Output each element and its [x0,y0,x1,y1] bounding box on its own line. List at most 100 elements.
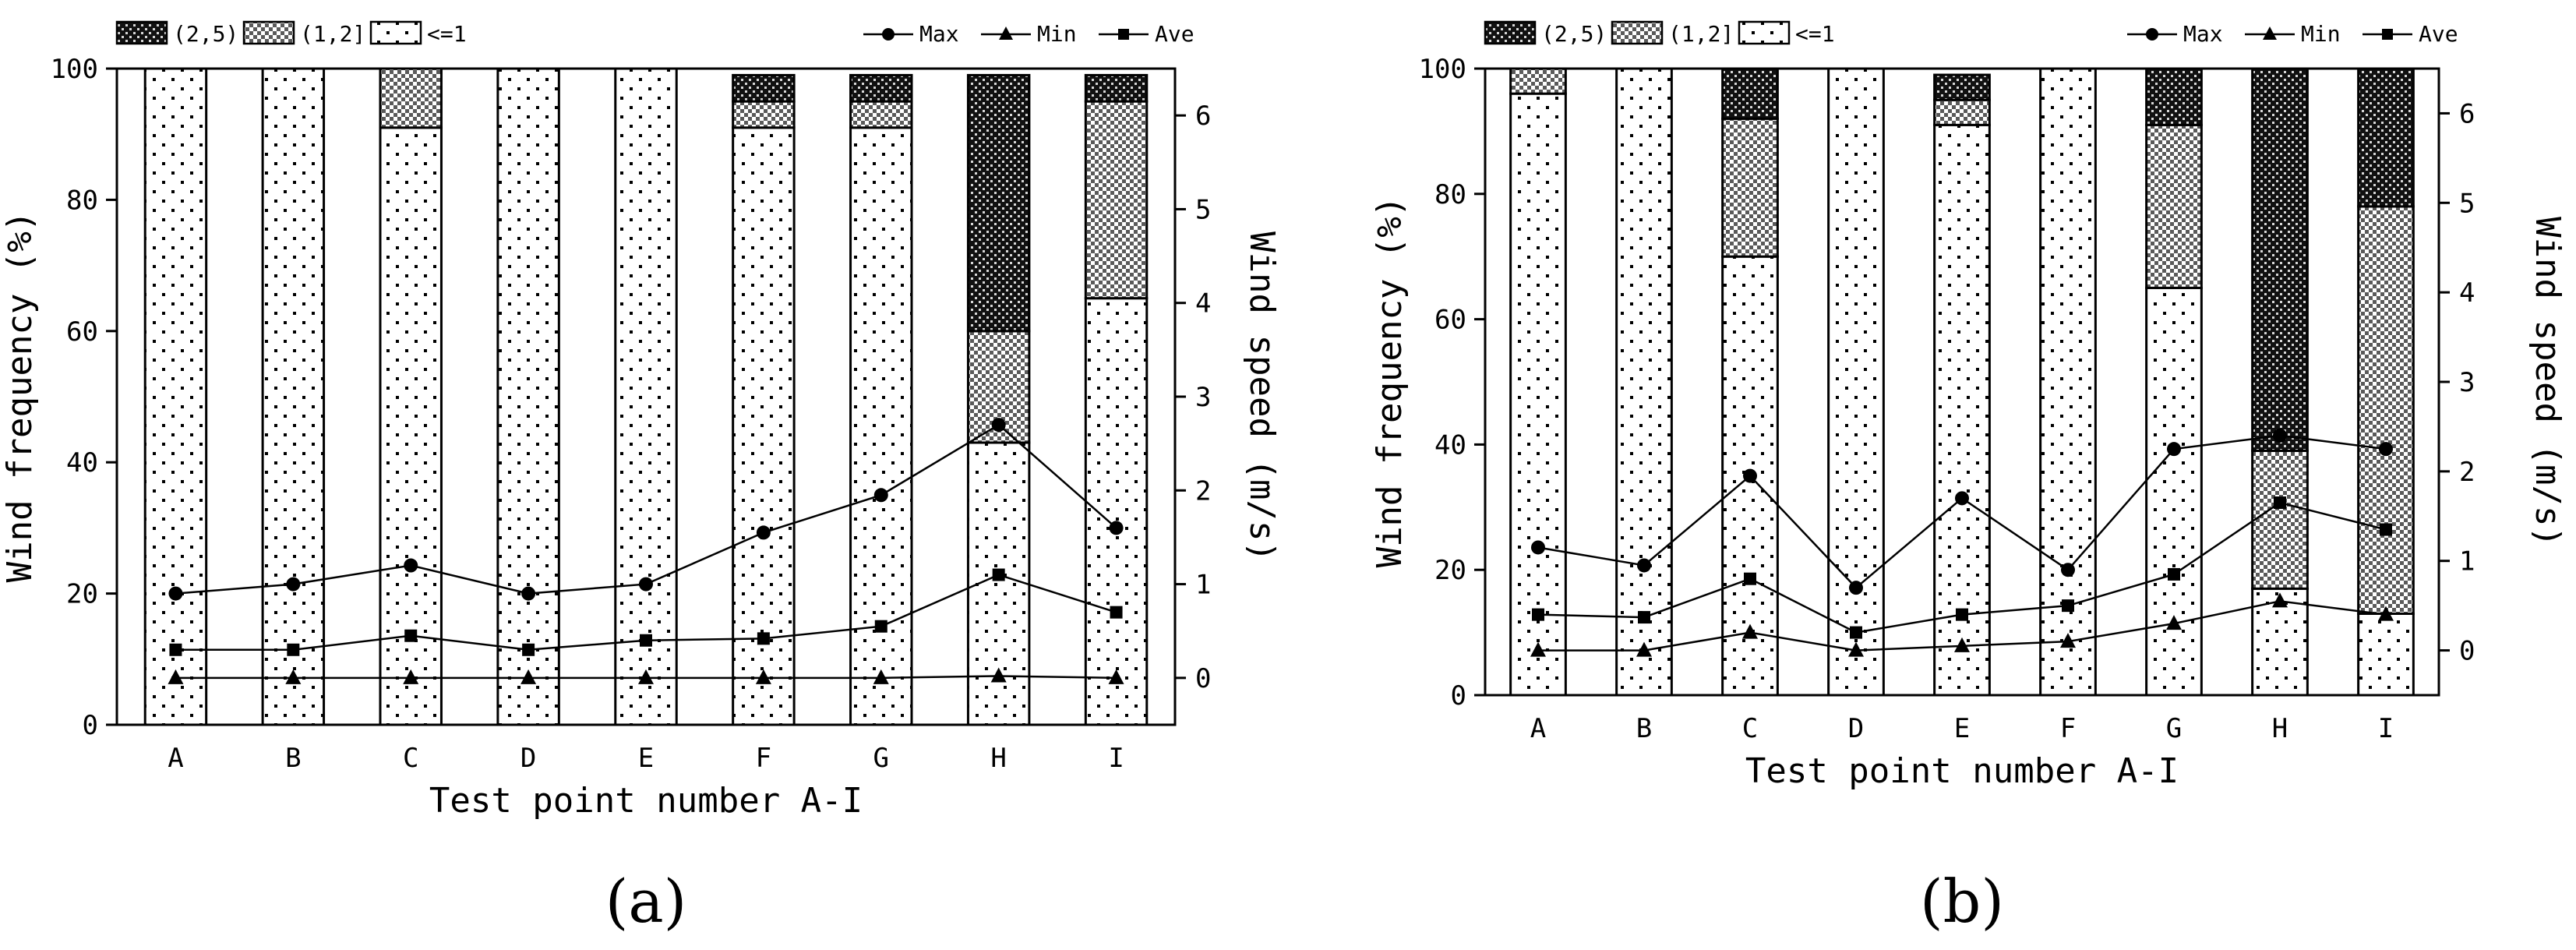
x-tick-label: E [1954,713,1970,744]
point-min-I [1108,669,1124,684]
point-max-B [286,577,301,592]
bar-G-(1,2] [849,100,913,129]
y2-tick-label: 3 [2459,367,2475,398]
y2-tick-label: 4 [1195,288,1211,320]
point-min-B [1636,641,1652,657]
bar-I-(1,2] [1084,100,1149,300]
point-ave-E [640,634,652,647]
y2-tick-label: 4 [2459,277,2475,309]
bar-D-<=1 [496,67,560,726]
y2-axis-title: Wind speed (m/s) [1242,231,1282,562]
bar-E-<=1 [1933,123,1991,697]
y-tick-label: 60 [66,316,98,348]
point-max-D [1849,581,1863,595]
point-min-H [990,667,1007,683]
legend-swatch [1484,20,1537,45]
bar-C-(1,2] [379,67,443,129]
legend-label: Min [2301,21,2341,47]
point-ave-A [169,643,182,656]
point-ave-F [2062,599,2074,613]
bar-B-<=1 [261,67,326,726]
y2-tick-label: 1 [2459,546,2475,577]
bar-F-(1,2] [732,100,796,129]
y-tick-label: 60 [1434,305,1466,336]
legend-label: Ave [2419,21,2458,47]
legend-marker [1118,29,1129,40]
legend-marker [999,26,1013,40]
point-min-I [2378,606,2394,621]
y-tick-label: 0 [1451,680,1466,712]
point-max-C [1743,468,1757,483]
legend-swatch [1738,20,1791,45]
point-min-D [1848,641,1864,657]
point-min-A [168,669,184,684]
legend-swatch [1611,20,1664,45]
y-tick-label: 80 [1434,179,1466,210]
bar-H-(2,5) [966,73,1031,333]
point-max-E [639,577,653,592]
point-min-F [755,669,771,684]
y2-tick-label: 1 [1195,570,1211,601]
y-tick-label: 0 [83,710,98,741]
bar-H-(1,2] [2251,449,2309,590]
y-tick-label: 20 [66,579,98,610]
legend-label: <=1 [1795,21,1835,47]
point-max-G [2167,442,2181,457]
y-tick-label: 40 [66,447,98,479]
bar-A-<=1 [143,67,208,726]
y2-tick-label: 6 [1195,101,1211,132]
point-min-C [403,669,419,684]
y2-tick-label: 5 [1195,194,1211,225]
point-ave-F [757,632,770,645]
legend-label: (2,5) [173,21,238,47]
legend-marker [2263,26,2277,40]
bar-F-<=1 [2039,67,2097,697]
bar-A-<=1 [1509,92,1567,697]
point-min-C [1742,623,1758,639]
x-tick-label: I [1108,743,1124,774]
point-max-A [168,586,183,601]
legend-marker [2382,29,2393,40]
legend-label: Max [919,21,959,47]
chart-panel-a: 0 20 40 60 80 100 0 1 2 3 4 5 6 A B C D E F G H I Test point n… [0,20,1282,936]
x-axis-title: Test point number A-I [429,781,863,821]
y2-tick-label: 2 [2459,457,2475,488]
point-min-G [873,669,889,684]
bar-F-<=1 [732,126,796,726]
point-max-I [2379,442,2393,457]
bar-B-<=1 [1615,67,1673,697]
point-ave-A [1532,608,1544,621]
y-tick-label: 40 [1434,429,1466,461]
bar-E-(2,5) [1933,73,1991,101]
legend-label: (1,2] [1668,21,1734,47]
bar-A-(1,2] [1509,67,1567,95]
bar-G-(2,5) [2145,67,2203,126]
legend-marker [2146,28,2158,41]
y2-axis-title: Wind speed (m/s) [2528,217,2567,547]
bar-E-<=1 [614,67,678,726]
point-max-C [404,558,418,573]
point-max-G [873,488,888,503]
point-ave-I [2380,523,2392,536]
x-tick-label: B [1636,713,1652,744]
bar-G-(1,2] [2145,123,2203,289]
x-tick-label: D [1848,713,1864,744]
x-tick-label: I [2378,713,2394,744]
bar-C-(2,5) [1721,67,1779,120]
y2-tick-label: 5 [2459,188,2475,219]
point-ave-E [1956,608,1968,621]
point-min-E [638,669,654,684]
y-tick-label: 100 [1419,54,1466,85]
bar-F-(2,5) [732,73,796,103]
bar-G-<=1 [2145,286,2203,697]
point-min-F [2060,633,2076,648]
bar-D-<=1 [1827,67,1885,697]
bar-C-(1,2] [1721,117,1779,258]
legend-label: Min [1037,21,1077,47]
point-max-A [1531,540,1545,555]
legend-swatch [369,20,422,45]
y2-tick-label: 0 [2459,636,2475,667]
x-tick-label: B [285,743,301,774]
point-ave-C [1744,572,1756,585]
